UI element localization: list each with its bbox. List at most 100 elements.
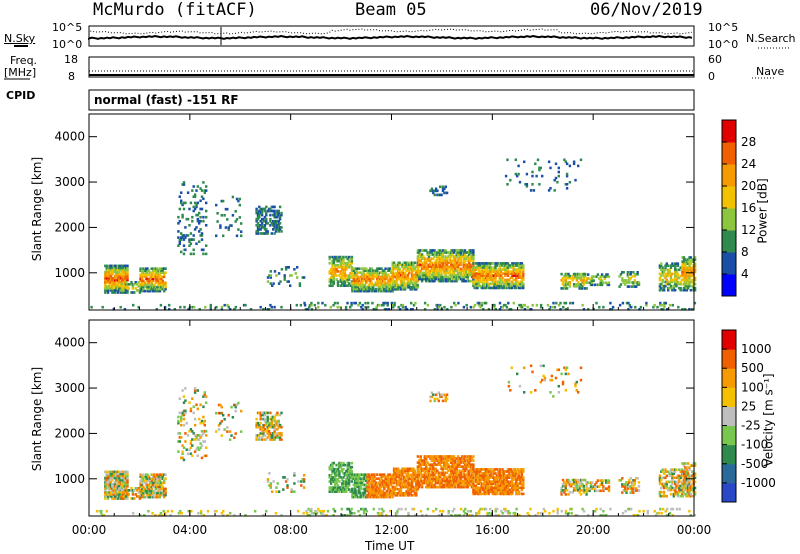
data-cell: [458, 249, 461, 252]
data-cell: [461, 275, 464, 279]
data-cell: [454, 255, 457, 258]
data-cell: [366, 269, 369, 272]
data-cell: [420, 467, 424, 471]
data-cell: [294, 272, 297, 275]
data-cell: [494, 266, 497, 269]
data-cell: [216, 220, 219, 223]
data-cell: [486, 274, 489, 277]
data-cell: [451, 253, 454, 256]
data-cell: [112, 491, 115, 494]
data-cells: [90, 158, 697, 311]
data-cell: [480, 476, 483, 479]
data-cell: [336, 263, 340, 267]
data-cell: [397, 286, 400, 289]
data-cell: [473, 266, 476, 269]
data-cell: [426, 481, 429, 485]
data-cell: [618, 285, 621, 288]
data-cell: [161, 271, 164, 274]
data-cell: [359, 483, 362, 487]
data-cell: [628, 279, 631, 282]
data-cell: [387, 483, 390, 487]
data-cell: [227, 226, 230, 229]
data-cell: [627, 301, 630, 305]
data-cell: [469, 263, 472, 267]
data-cell: [397, 487, 400, 491]
data-cell: [519, 268, 522, 271]
data-cell: [198, 240, 201, 243]
data-cell: [339, 488, 342, 491]
data-cell: [444, 261, 447, 265]
data-cell: [484, 272, 487, 275]
data-cell: [160, 275, 163, 279]
data-cell: [474, 282, 478, 286]
data-cell: [240, 234, 243, 238]
data-cell: [456, 271, 460, 275]
data-cell: [499, 268, 503, 271]
data-cell: [423, 265, 426, 269]
data-cell: [476, 276, 479, 279]
data-cell: [328, 261, 331, 265]
data-cell: [199, 436, 202, 439]
data-cell: [181, 236, 184, 239]
data-cell: [483, 482, 486, 485]
data-cell: [402, 469, 405, 473]
data-cell: [487, 472, 490, 475]
data-cell: [465, 303, 468, 307]
data-cell: [377, 491, 380, 495]
data-cell: [286, 484, 289, 487]
data-cell: [258, 423, 261, 427]
data-cell: [398, 286, 401, 289]
data-cell: [664, 284, 667, 288]
data-cell: [501, 492, 504, 496]
data-cell: [123, 495, 126, 498]
data-cell: [520, 278, 524, 282]
data-cell: [472, 480, 475, 483]
data-cell: [454, 265, 457, 269]
data-cell: [458, 269, 461, 273]
data-cell: [455, 263, 458, 267]
data-cell: [355, 479, 358, 483]
data-cell: [436, 481, 439, 485]
data-cell: [372, 489, 375, 493]
data-cell: [397, 467, 400, 471]
data-cell: [466, 469, 469, 473]
data-cell: [373, 495, 376, 499]
data-cell: [395, 483, 399, 487]
freq-label: Freq.: [10, 54, 38, 67]
data-cell: [380, 303, 384, 307]
data-cell: [486, 474, 489, 477]
data-cell: [374, 485, 378, 489]
data-cell: [278, 215, 282, 219]
data-cell: [420, 279, 424, 283]
data-cell: [440, 273, 443, 277]
data-cell: [454, 257, 457, 260]
data-cell: [584, 272, 587, 276]
data-cell: [376, 273, 379, 277]
data-cell: [495, 468, 499, 471]
data-cell: [448, 277, 451, 281]
data-cell: [329, 280, 333, 283]
data-cell: [267, 209, 271, 213]
data-cell: [443, 463, 446, 466]
data-cell: [437, 251, 440, 254]
data-cell: [409, 277, 412, 281]
data-cell: [370, 483, 373, 487]
data-cell: [143, 289, 146, 293]
data-cell: [564, 281, 567, 284]
data-cell: [199, 207, 202, 211]
data-cell: [332, 282, 335, 285]
data-cell: [145, 481, 148, 485]
data-cell: [406, 485, 410, 489]
data-cell: [145, 489, 148, 493]
data-cell: [434, 259, 438, 262]
data-cell: [472, 478, 475, 481]
data-cell: [270, 421, 273, 425]
data-cell: [440, 467, 443, 471]
data-cell: [369, 475, 372, 478]
data-cell: [370, 289, 373, 293]
data-cell: [452, 479, 456, 483]
data-cell: [331, 270, 334, 273]
data-cell: [401, 467, 404, 471]
data-cell: [430, 257, 433, 260]
data-cell: [671, 262, 674, 265]
